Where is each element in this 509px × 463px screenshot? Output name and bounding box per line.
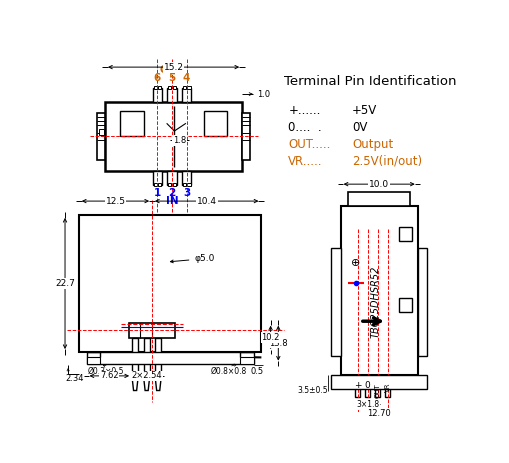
Text: OUT: OUT <box>159 65 184 75</box>
Bar <box>144 338 150 376</box>
Text: 10.2: 10.2 <box>261 333 279 342</box>
Text: 1.8: 1.8 <box>173 136 186 145</box>
Bar <box>168 87 171 89</box>
Text: 7.62: 7.62 <box>100 371 119 381</box>
Bar <box>79 215 261 352</box>
Text: 1: 1 <box>154 188 161 198</box>
Text: 0: 0 <box>364 381 370 390</box>
Bar <box>355 375 359 397</box>
Text: OUT.....: OUT..... <box>288 138 330 151</box>
Text: +......: +...... <box>288 104 320 117</box>
Text: IN: IN <box>165 196 178 206</box>
Bar <box>132 338 138 376</box>
Bar <box>168 183 171 187</box>
Bar <box>340 206 417 375</box>
Bar <box>348 192 409 206</box>
Text: ⊕: ⊕ <box>351 258 360 269</box>
Bar <box>183 87 186 89</box>
Text: 0V: 0V <box>352 121 367 134</box>
Text: 12.5: 12.5 <box>105 197 125 206</box>
Bar <box>182 88 191 102</box>
Bar <box>153 183 156 187</box>
Bar <box>87 352 253 363</box>
Bar <box>153 171 162 185</box>
Text: 2×2.54: 2×2.54 <box>131 371 162 381</box>
Text: 3: 3 <box>183 188 190 198</box>
Text: 3.5±0.5: 3.5±0.5 <box>296 386 327 395</box>
Text: VR: VR <box>384 383 390 392</box>
Text: +: + <box>353 381 361 390</box>
Text: 0.5: 0.5 <box>250 367 264 375</box>
Text: 13.8: 13.8 <box>268 338 287 348</box>
Bar <box>375 375 379 397</box>
Text: Terminal Pin Identification: Terminal Pin Identification <box>284 75 456 88</box>
Bar <box>242 113 249 160</box>
Bar <box>173 87 176 89</box>
Bar <box>399 227 411 241</box>
Bar <box>203 111 227 136</box>
Text: VR.....: VR..... <box>288 155 322 168</box>
Bar <box>87 357 100 363</box>
Bar <box>385 375 389 397</box>
Bar <box>167 88 176 102</box>
Bar <box>187 87 190 89</box>
Text: 1.0: 1.0 <box>257 89 270 99</box>
Bar <box>120 111 144 136</box>
Bar <box>155 338 161 376</box>
Bar <box>417 248 426 356</box>
Text: 10.0: 10.0 <box>369 180 388 188</box>
Bar <box>399 298 411 312</box>
Bar <box>167 171 176 185</box>
Polygon shape <box>144 376 150 390</box>
Bar <box>173 183 176 187</box>
Text: 2: 2 <box>168 188 175 198</box>
Bar <box>99 129 103 135</box>
Bar <box>153 88 162 102</box>
Text: 2.5V(in/out): 2.5V(in/out) <box>352 155 421 168</box>
Bar <box>158 87 161 89</box>
Bar <box>183 183 186 187</box>
Text: Output: Output <box>352 138 393 151</box>
Text: OUT: OUT <box>374 383 380 398</box>
Text: 22.7: 22.7 <box>55 279 75 288</box>
Text: Ø0.8×0.8: Ø0.8×0.8 <box>211 367 247 375</box>
Text: 15.2: 15.2 <box>163 63 183 72</box>
Text: TBC25DHSR52: TBC25DHSR52 <box>370 266 380 338</box>
Bar <box>331 248 340 356</box>
Bar <box>129 323 175 338</box>
Text: 5: 5 <box>168 73 175 83</box>
Text: 0....  .: 0.... . <box>288 121 329 134</box>
Text: 10.4: 10.4 <box>196 197 216 206</box>
Text: 12.70: 12.70 <box>366 409 390 418</box>
Text: +5V: +5V <box>352 104 377 117</box>
Bar <box>105 102 242 171</box>
Bar <box>364 375 369 397</box>
Text: 2.34: 2.34 <box>66 375 84 383</box>
Text: 6: 6 <box>154 73 161 83</box>
Text: 3×1.8: 3×1.8 <box>355 400 379 409</box>
Bar <box>187 183 190 187</box>
Polygon shape <box>132 376 138 390</box>
Bar <box>158 183 161 187</box>
Bar <box>97 113 105 160</box>
Bar <box>153 87 156 89</box>
Polygon shape <box>155 376 161 390</box>
Bar <box>239 357 253 363</box>
Bar <box>331 375 426 389</box>
Bar <box>182 171 191 185</box>
Text: φ5.0: φ5.0 <box>170 254 214 263</box>
Text: 4: 4 <box>183 73 190 83</box>
Text: Ø0.3×0.5: Ø0.3×0.5 <box>88 367 124 375</box>
